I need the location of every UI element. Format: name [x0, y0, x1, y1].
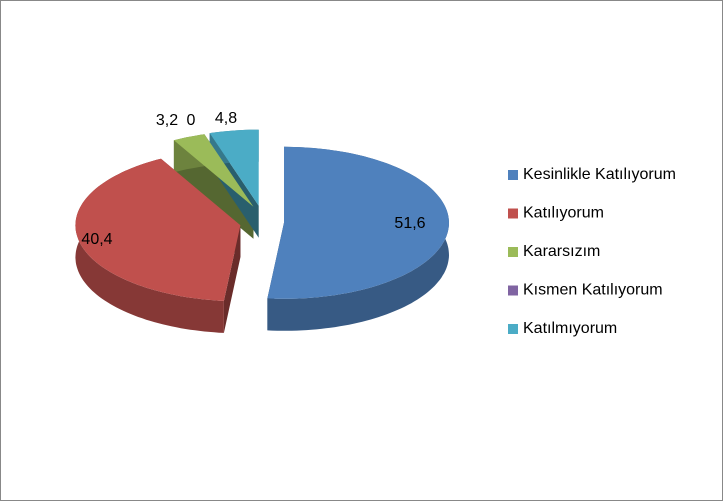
data-label: 3,2	[156, 112, 178, 129]
legend-label: Kesinlikle Katılıyorum	[523, 166, 676, 183]
legend-label: Katılıyorum	[523, 205, 604, 222]
legend-swatch	[508, 324, 518, 334]
legend-swatch	[508, 208, 518, 219]
data-label: 0	[187, 112, 196, 129]
legend-label: Kararsızım	[523, 243, 600, 260]
legend-swatch	[508, 247, 518, 257]
slice	[209, 129, 259, 206]
legend-swatch	[508, 170, 518, 180]
slice	[75, 158, 241, 301]
data-label: 51,6	[394, 215, 425, 232]
data-label: 40,4	[81, 231, 112, 248]
legend-swatch	[508, 285, 518, 296]
legend-label: Kısmen Katılıyorum	[523, 282, 663, 299]
slice	[267, 146, 449, 299]
data-label: 4,8	[215, 110, 237, 127]
legend-label: Katılmıyorum	[523, 320, 617, 337]
slice	[173, 134, 254, 207]
